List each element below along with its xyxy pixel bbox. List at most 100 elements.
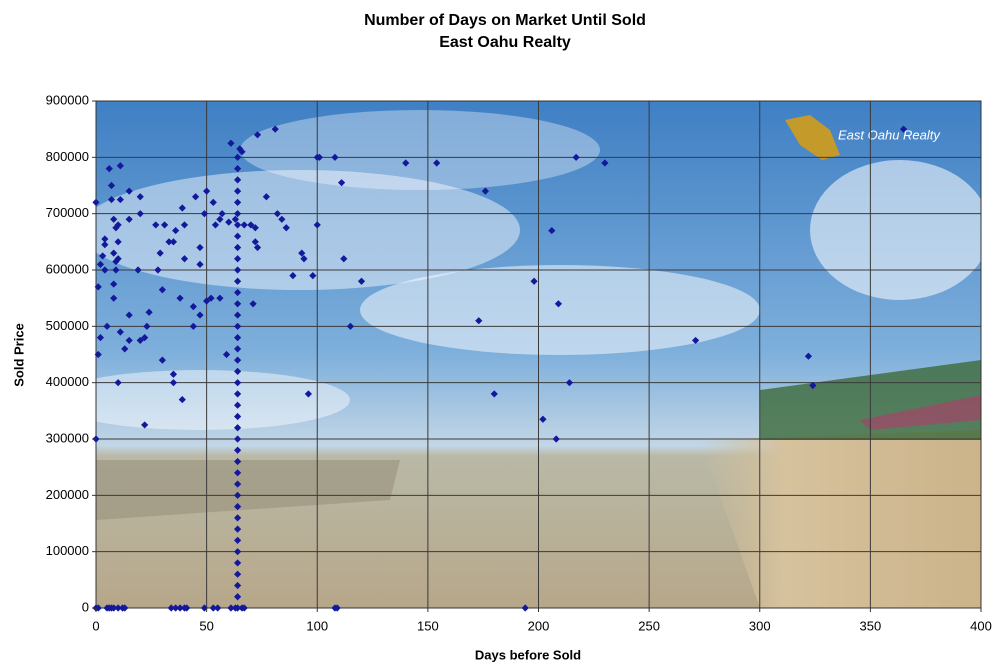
data-point (530, 277, 538, 285)
data-point (189, 303, 197, 311)
data-point (227, 139, 235, 147)
data-point (176, 294, 184, 302)
data-point (340, 255, 348, 263)
data-point (141, 334, 149, 342)
data-point (216, 294, 224, 302)
chart-subtitle: East Oahu Realty (439, 34, 571, 51)
data-point (234, 165, 242, 173)
data-point (234, 593, 242, 601)
data-point (262, 193, 270, 201)
data-point (304, 390, 312, 398)
data-point (238, 148, 246, 156)
x-tick-label: 100 (306, 618, 328, 633)
data-point (253, 131, 262, 139)
data-point (234, 570, 242, 578)
x-tick-label: 350 (860, 618, 882, 633)
x-tick-label: 400 (970, 618, 992, 633)
y-axis-title: Sold Price (11, 323, 26, 387)
data-point (172, 226, 180, 235)
data-point (203, 187, 211, 195)
data-point (125, 311, 133, 319)
data-point (141, 421, 149, 429)
data-point (251, 224, 259, 232)
data-point (103, 322, 111, 330)
data-point (234, 435, 242, 443)
data-point (105, 165, 113, 173)
data-point (191, 193, 200, 201)
data-point (196, 243, 204, 252)
data-point (154, 266, 162, 274)
data-point (572, 153, 580, 161)
data-point (234, 390, 242, 398)
data-point (234, 210, 242, 218)
x-axis-title: Days before Sold (475, 647, 581, 662)
data-point (200, 210, 209, 218)
data-point (309, 272, 317, 280)
data-point (234, 255, 242, 263)
data-point (99, 252, 107, 260)
data-point (207, 294, 215, 302)
x-tick-label: 200 (528, 618, 550, 633)
data-point (209, 198, 217, 206)
data-point (114, 255, 122, 263)
data-point (116, 328, 124, 336)
data-point (548, 226, 556, 235)
data-point (234, 412, 242, 421)
data-point (158, 356, 166, 364)
data-point (234, 491, 242, 499)
data-point (167, 604, 175, 612)
data-point (183, 604, 191, 612)
data-point (110, 215, 118, 223)
data-point (180, 221, 189, 229)
data-point (203, 297, 211, 305)
data-point (234, 322, 242, 330)
data-point (346, 322, 355, 330)
data-point (234, 503, 242, 511)
data-point (234, 300, 242, 308)
data-point (804, 352, 813, 360)
data-point (331, 153, 339, 161)
data-point (136, 210, 144, 218)
background-photo: East Oahu Realty (96, 101, 981, 608)
data-point (234, 536, 242, 544)
data-point (234, 604, 242, 612)
data-point (234, 469, 242, 477)
data-point (125, 336, 133, 345)
data-point (107, 181, 116, 190)
data-point (116, 195, 124, 204)
data-point (169, 379, 178, 387)
data-point (165, 238, 173, 246)
data-point (169, 238, 178, 246)
data-point (234, 379, 242, 387)
data-point (337, 179, 346, 187)
data-point (222, 350, 231, 359)
data-point (121, 604, 129, 612)
data-point (114, 221, 122, 229)
data-point (481, 187, 489, 195)
data-point (156, 249, 164, 257)
data-point (282, 224, 290, 232)
data-point (240, 221, 248, 229)
data-point (172, 604, 180, 612)
data-point (114, 379, 122, 387)
data-point (273, 210, 282, 218)
data-point (152, 221, 160, 229)
data-point (101, 235, 109, 243)
x-tick-label: 50 (199, 618, 213, 633)
data-point (565, 379, 574, 387)
data-point (225, 218, 233, 226)
data-point (234, 288, 242, 297)
data-point (160, 221, 169, 229)
data-point (234, 153, 242, 161)
data-point (240, 604, 248, 612)
data-point (234, 581, 242, 590)
data-point (333, 604, 341, 612)
data-point (234, 356, 242, 364)
data-point (107, 195, 116, 204)
data-point (110, 280, 118, 288)
data-point (234, 187, 242, 195)
data-point (114, 238, 122, 246)
data-point (899, 125, 908, 133)
data-point (234, 401, 242, 409)
